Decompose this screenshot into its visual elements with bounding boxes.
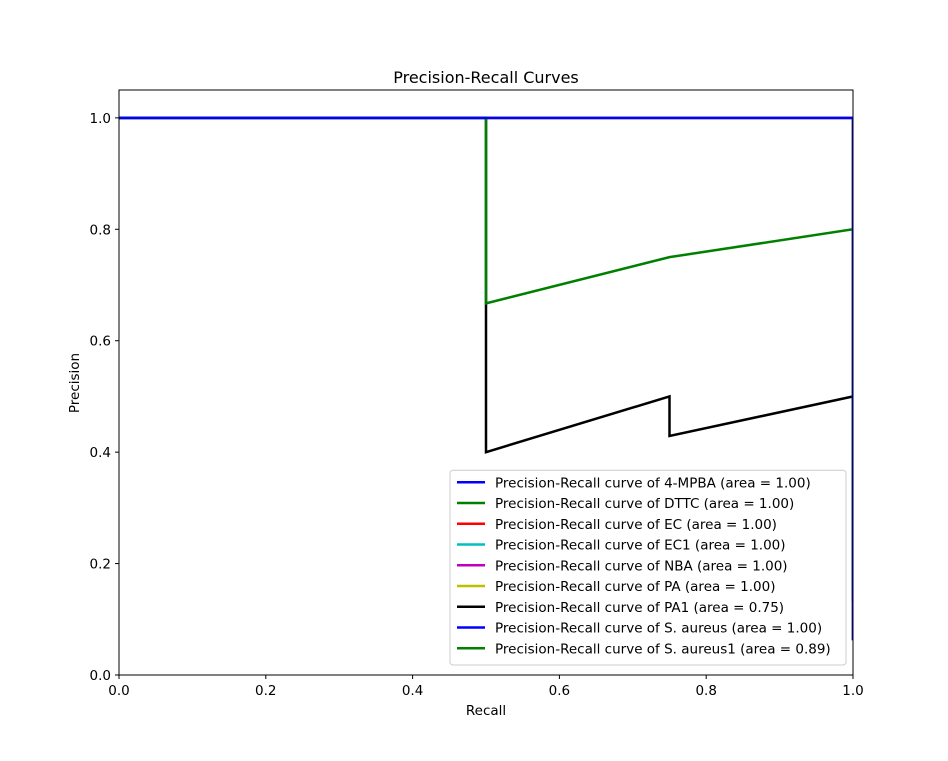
series-layer <box>119 116 853 641</box>
x-axis-title: Recall <box>466 703 506 719</box>
y-tick-label: 0.4 <box>90 445 111 461</box>
x-tick-label: 0.4 <box>402 683 423 699</box>
y-tick-label: 0.8 <box>90 222 111 238</box>
x-tick-label: 0.0 <box>108 683 129 699</box>
legend-label-0: Precision-Recall curve of 4-MPBA (area =… <box>495 475 811 491</box>
legend-label-7: Precision-Recall curve of S. aureus (are… <box>495 621 822 637</box>
x-tick-label: 1.0 <box>842 683 863 699</box>
legend-label-5: Precision-Recall curve of PA (area = 1.0… <box>495 579 776 595</box>
y-tick-label: 0.6 <box>90 334 111 350</box>
y-tick-label: 0.2 <box>90 557 111 573</box>
legend-label-3: Precision-Recall curve of EC1 (area = 1.… <box>495 538 786 554</box>
y-tick-label: 1.0 <box>90 111 111 127</box>
legend-label-6: Precision-Recall curve of PA1 (area = 0.… <box>495 600 784 616</box>
y-axis-title: Precision <box>67 353 83 413</box>
legend-label-4: Precision-Recall curve of NBA (area = 1.… <box>495 558 788 574</box>
x-tick-label: 0.8 <box>695 683 716 699</box>
x-tick-label: 0.6 <box>549 683 570 699</box>
legend: Precision-Recall curve of 4-MPBA (area =… <box>449 469 847 666</box>
legend-label-1: Precision-Recall curve of DTTC (area = 1… <box>495 496 794 512</box>
x-axis-ticks: 0.0 0.2 0.4 0.6 0.8 1.0 <box>108 675 864 699</box>
x-tick-label: 0.2 <box>255 683 276 699</box>
y-axis-ticks: 0.0 0.2 0.4 0.6 0.8 1.0 <box>90 111 119 684</box>
axes-frame <box>118 89 854 676</box>
series-line-7 <box>119 116 853 641</box>
legend-label-8: Precision-Recall curve of S. aureus1 (ar… <box>495 641 831 657</box>
y-tick-label: 0.0 <box>90 668 111 684</box>
legend-box <box>449 469 847 666</box>
legend-label-2: Precision-Recall curve of EC (area = 1.0… <box>495 517 777 533</box>
chart-title: Precision-Recall Curves <box>393 68 579 87</box>
